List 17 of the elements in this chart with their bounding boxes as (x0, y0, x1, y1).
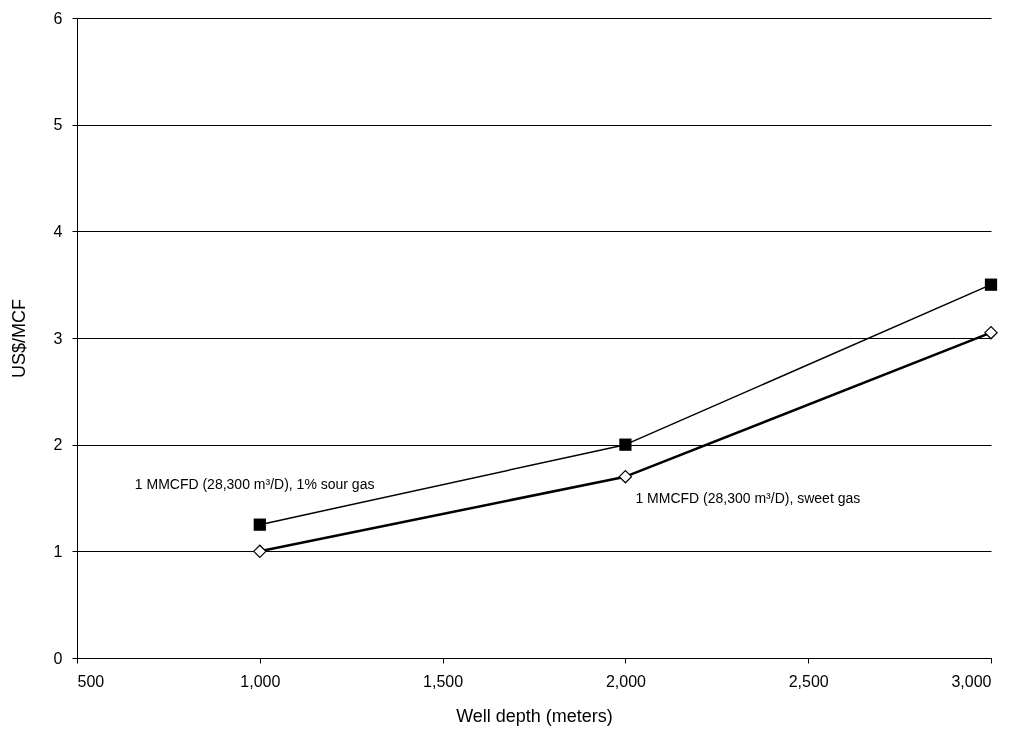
y-tick-label: 1 (53, 542, 63, 560)
x-tick-label: 500 (77, 672, 105, 690)
x-tick-label: 2,000 (605, 672, 647, 690)
series-label: 1 MMCFD (28,300 m³/D), 1% sour gas (134, 475, 375, 492)
x-tick-label: 1,000 (240, 672, 281, 690)
x-tick-label: 2,500 (788, 672, 829, 690)
x-axis-title: Well depth (meters) (456, 705, 613, 726)
y-tick-label: 6 (53, 9, 63, 27)
y-tick-label: 0 (53, 649, 63, 667)
y-tick-label: 2 (53, 436, 63, 454)
y-tick-label: 4 (53, 222, 63, 240)
series-label: 1 MMCFD (28,300 m³/D), sweet gas (635, 489, 861, 506)
y-tick-label: 3 (53, 329, 63, 347)
y-axis-title: US$/MCF (8, 298, 29, 379)
x-tick-label: 3,000 (951, 672, 992, 690)
y-tick-label: 5 (53, 116, 63, 134)
x-tick-label: 1,500 (423, 672, 464, 690)
